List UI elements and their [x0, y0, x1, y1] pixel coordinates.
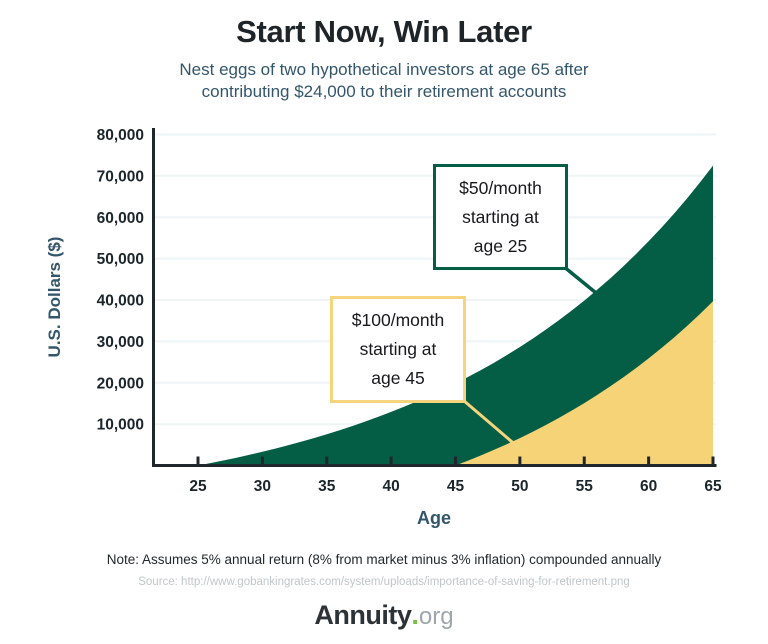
subtitle-line-2: contributing $24,000 to their retirement…	[201, 82, 567, 101]
chart-subtitle: Nest eggs of two hypothetical investors …	[0, 59, 768, 103]
x-tick-label-35: 35	[318, 478, 336, 495]
subtitle-line-1: Nest eggs of two hypothetical investors …	[179, 60, 589, 79]
y-tick-label-30,000: 30,000	[97, 334, 144, 351]
y-tick-label-10,000: 10,000	[97, 417, 144, 434]
page-title: Start Now, Win Later	[236, 14, 532, 49]
annuity-org-logo: Annuity.org	[0, 599, 768, 636]
x-axis-title: Age	[417, 508, 451, 528]
callout-green-line-3: age 25	[473, 235, 528, 256]
x-tick-label-25: 25	[189, 478, 207, 495]
x-tick-label-65: 65	[704, 478, 722, 495]
y-axis-title: U.S. Dollars ($)	[45, 237, 64, 358]
y-tick-label-50,000: 50,000	[97, 251, 144, 268]
callout-green-line-1: $50/month	[459, 177, 542, 198]
callout-leader-yellow	[462, 398, 526, 455]
y-tick-label-70,000: 70,000	[97, 168, 144, 185]
y-tick-label-80,000: 80,000	[97, 127, 144, 144]
assumption-note: Note: Assumes 5% annual return (8% from …	[106, 552, 662, 567]
y-tick-label-20,000: 20,000	[97, 375, 144, 392]
x-tick-label-40: 40	[383, 478, 400, 495]
callout-50-per-month: $50/month starting at age 25	[433, 164, 568, 270]
y-tick-label-60,000: 60,000	[97, 210, 144, 227]
logo-green-dot: .	[411, 600, 419, 630]
x-tick-label-45: 45	[447, 478, 465, 495]
logo-tld-text: org	[418, 603, 454, 630]
callout-yellow-line-3: age 45	[371, 368, 425, 388]
callout-green-line-2: starting at	[462, 206, 539, 227]
logo-brand-text: Annuity	[314, 600, 412, 630]
source-credit: Source: http://www.gobankingrates.com/sy…	[138, 576, 630, 588]
area-invest-late	[455, 301, 713, 466]
x-tick-label-60: 60	[640, 478, 657, 495]
retirement-growth-chart: 25 30 35 40 45 50 55 60 65 10,000 20,000 30,000 40,0…	[45, 127, 722, 528]
area-invest-early	[198, 165, 713, 466]
x-tick-label-55: 55	[576, 478, 594, 495]
y-tick-label-40,000: 40,000	[97, 293, 144, 310]
callout-yellow-line-2: starting at	[359, 339, 437, 359]
x-tick-label-50: 50	[511, 478, 528, 495]
callout-100-per-month: $100/month starting at age 45	[330, 296, 466, 403]
callout-leader-green	[561, 264, 603, 299]
x-tick-label-30: 30	[254, 478, 271, 495]
callout-yellow-line-1: $100/month	[351, 310, 445, 330]
